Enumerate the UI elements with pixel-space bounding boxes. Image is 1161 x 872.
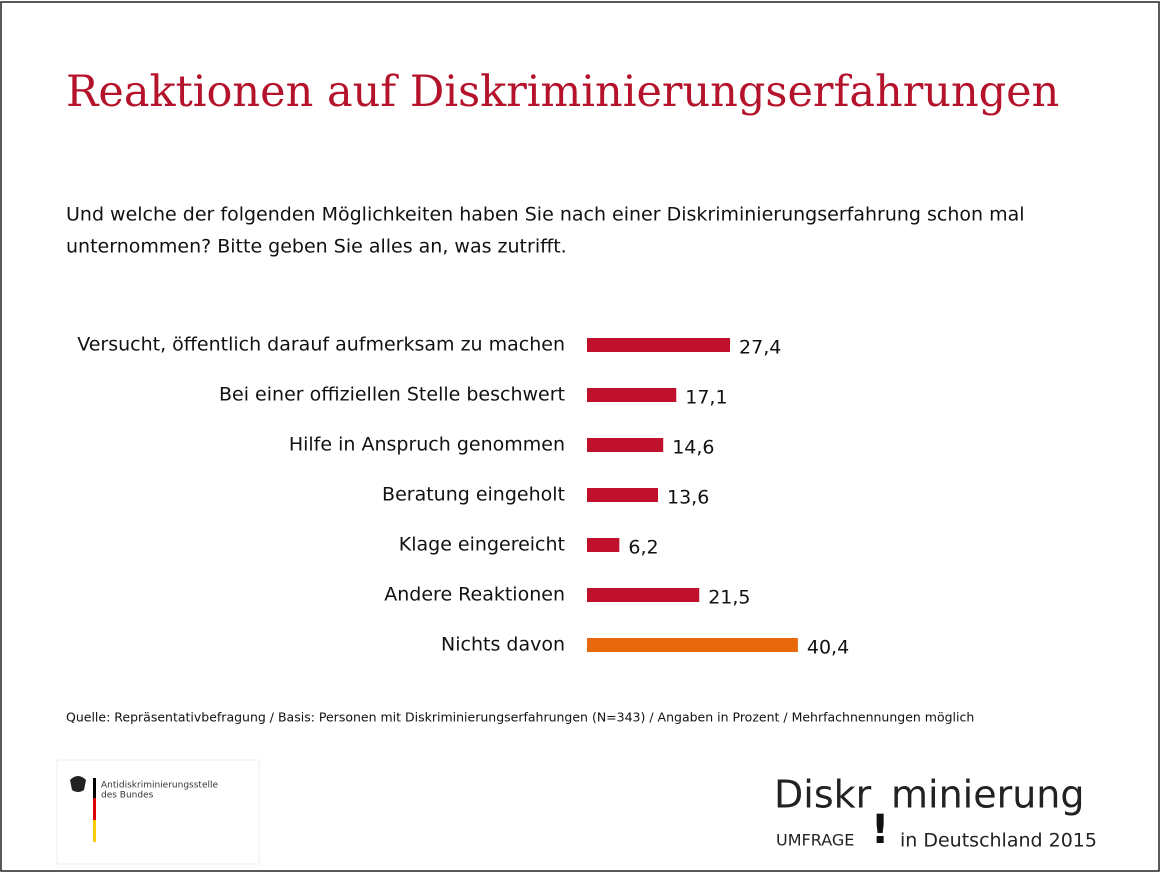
value-label: 14,6 bbox=[672, 437, 714, 459]
value-label: 6,2 bbox=[628, 537, 658, 559]
flag-gold bbox=[93, 820, 96, 842]
bar bbox=[587, 638, 798, 652]
category-label: Andere Reaktionen bbox=[384, 584, 565, 606]
bar bbox=[587, 438, 664, 452]
logo-word: Diskr bbox=[774, 773, 872, 817]
value-label: 27,4 bbox=[739, 337, 781, 359]
value-label: 17,1 bbox=[685, 387, 727, 409]
bar bbox=[587, 488, 658, 502]
logo-text: Antidiskriminierungsstelle bbox=[101, 781, 218, 791]
flag-black bbox=[93, 778, 96, 798]
source: Quelle: Repräsentativbefragung / Basis: … bbox=[66, 710, 974, 725]
subtitle: unternommen? Bitte geben Sie alles an, w… bbox=[66, 236, 567, 258]
category-label: Nichts davon bbox=[441, 634, 565, 656]
category-label: Beratung eingeholt bbox=[382, 484, 565, 506]
category-label: Versucht, öffentlich darauf aufmerksam z… bbox=[77, 334, 565, 356]
eagle bbox=[70, 776, 86, 792]
bar bbox=[587, 588, 700, 602]
logo-box bbox=[56, 759, 260, 865]
logo-umfrage: UMFRAGE bbox=[776, 831, 854, 850]
category-label: Hilfe in Anspruch genommen bbox=[289, 434, 565, 456]
category-label: Bei einer offiziellen Stelle beschwert bbox=[219, 384, 565, 406]
flag-red bbox=[93, 798, 96, 820]
bar bbox=[587, 388, 677, 402]
logo-tail: in Deutschland 2015 bbox=[900, 830, 1097, 852]
logo-right: Diskr minierung UMFRAGE ! in Deutschland… bbox=[774, 773, 1097, 854]
subtitle: Und welche der folgenden Möglichkeiten h… bbox=[66, 204, 1025, 226]
category-label: Klage eingereicht bbox=[399, 534, 565, 556]
bar bbox=[587, 338, 731, 352]
logo-text: des Bundes bbox=[101, 791, 154, 801]
logo-word: minierung bbox=[891, 773, 1085, 817]
bar bbox=[587, 538, 620, 552]
value-label: 13,6 bbox=[667, 487, 709, 509]
value-label: 21,5 bbox=[708, 587, 750, 609]
logo-mark: ! bbox=[871, 807, 889, 853]
value-label: 40,4 bbox=[807, 637, 849, 659]
logo-left: Antidiskriminierungsstelle des Bundes bbox=[56, 759, 260, 865]
chart-title: Reaktionen auf Diskriminierungserfahrung… bbox=[66, 67, 1059, 117]
